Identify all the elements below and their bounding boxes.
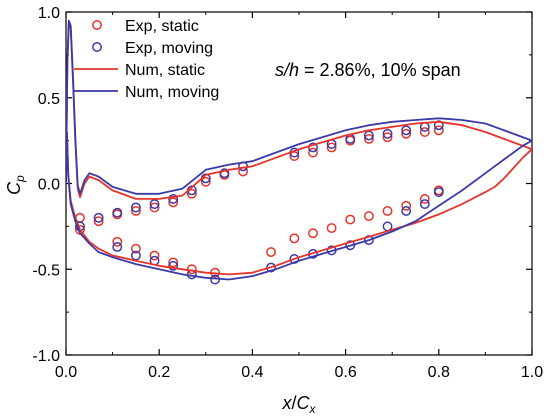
- data-point-exp-static: [200, 176, 211, 187]
- legend-label-exp-static: Exp, static: [125, 18, 199, 35]
- data-point-exp-moving: [130, 250, 141, 261]
- x-tick-label: 0.8: [428, 364, 450, 381]
- data-point-exp-static: [363, 211, 374, 222]
- x-axis-label-slash: /: [291, 393, 296, 413]
- data-point-exp-static: [308, 228, 318, 239]
- data-point-exp-moving: [93, 212, 104, 223]
- data-point-exp-static: [266, 247, 276, 258]
- y-tick-label: 1.0: [38, 5, 60, 22]
- series-line-num-moving: [66, 19, 532, 281]
- data-point-exp-moving: [112, 207, 123, 218]
- data-point-exp-static: [186, 188, 197, 199]
- data-point-exp-static: [149, 250, 160, 261]
- data-point-exp-static: [401, 128, 412, 139]
- legend-marker-exp-static: [92, 20, 102, 30]
- x-axis-label-x: x: [281, 393, 292, 413]
- legend-label-num-moving: Num, moving: [125, 84, 219, 101]
- data-point-exp-static: [308, 147, 318, 158]
- legend-marker-exp-moving: [92, 42, 102, 52]
- y-tick-label: 0.0: [38, 177, 60, 194]
- x-tick-label: 1.0: [521, 364, 543, 381]
- legend-label-exp-moving: Exp, moving: [125, 40, 213, 57]
- y-tick-label: -1.0: [32, 348, 60, 365]
- data-point-exp-moving: [149, 199, 160, 210]
- y-tick-label: -0.5: [32, 262, 60, 279]
- x-axis-label-sub: x: [309, 402, 317, 416]
- data-point-exp-moving: [219, 168, 230, 179]
- data-point-exp-static: [345, 214, 356, 225]
- data-point-exp-static: [401, 200, 412, 211]
- data-point-exp-moving: [382, 128, 393, 139]
- y-axis-label-sub: p: [13, 175, 27, 183]
- legend-label-num-static: Num, static: [125, 62, 205, 79]
- data-point-exp-static: [130, 243, 141, 254]
- data-point-exp-static: [433, 125, 444, 136]
- data-point-exp-static: [326, 223, 337, 234]
- data-point-exp-static: [149, 202, 160, 213]
- data-point-exp-moving: [382, 221, 393, 232]
- data-point-exp-static: [419, 127, 430, 138]
- data-point-exp-moving: [130, 202, 141, 213]
- chart-annotation: s/h = 2.86%, 10% span: [275, 60, 461, 80]
- data-layer: [66, 19, 532, 285]
- x-tick-label: 0.0: [55, 364, 77, 381]
- x-axis-label-c: C: [297, 393, 311, 413]
- data-point-exp-moving: [168, 193, 179, 204]
- data-point-exp-static: [363, 133, 374, 144]
- data-point-exp-moving: [419, 199, 430, 210]
- data-point-exp-static: [382, 205, 393, 216]
- data-point-exp-static: [168, 197, 179, 208]
- data-point-exp-moving: [168, 260, 179, 271]
- axis-ticks: 0.0 0.2 0.4 0.6 0.8 1.0 -1.0 -0.5 0.0 0.5 1.0: [32, 5, 543, 381]
- data-point-exp-moving: [419, 121, 430, 132]
- data-point-exp-moving: [363, 130, 374, 141]
- data-point-exp-moving: [433, 187, 444, 198]
- data-point-exp-static: [419, 193, 430, 204]
- data-point-exp-static: [289, 233, 300, 244]
- data-point-exp-static: [326, 142, 337, 153]
- annotation-symbol: s/h: [275, 60, 299, 80]
- data-point-exp-static: [168, 257, 179, 268]
- x-tick-label: 0.4: [241, 364, 263, 381]
- data-point-exp-moving: [401, 205, 412, 216]
- series-line-num-static: [66, 23, 532, 276]
- data-point-exp-moving: [112, 242, 123, 252]
- x-axis-label: x/Cx: [281, 393, 316, 416]
- y-tick-label: 0.5: [38, 91, 60, 108]
- data-point-exp-static: [93, 216, 104, 227]
- legend: Exp, static Exp, moving Num, static Num, mo…: [74, 18, 219, 101]
- y-axis-label-c: C: [4, 181, 24, 195]
- data-point-exp-moving: [308, 142, 318, 153]
- data-point-exp-moving: [401, 125, 412, 136]
- plot-area: 0.0 0.2 0.4 0.6 0.8 1.0 -1.0 -0.5 0.0 0.5 1.0: [32, 5, 543, 381]
- data-point-exp-static: [382, 132, 393, 143]
- annotation-value: = 2.86%, 10% span: [299, 60, 461, 80]
- x-tick-label: 0.2: [148, 364, 170, 381]
- data-point-exp-static: [130, 205, 141, 216]
- data-point-exp-static: [112, 236, 123, 247]
- y-axis-label: Cp: [4, 175, 27, 195]
- x-tick-label: 0.6: [334, 364, 356, 381]
